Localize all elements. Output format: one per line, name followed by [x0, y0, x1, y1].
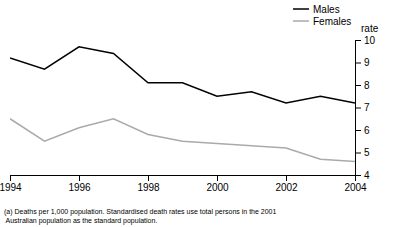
y-tick: 9 — [355, 57, 370, 68]
x-tick-label: 1998 — [137, 182, 160, 193]
x-tick-label: 2002 — [275, 182, 298, 193]
y-tick-mark — [355, 40, 361, 41]
legend-item: Males — [293, 4, 340, 15]
legend-label: Females — [313, 16, 351, 27]
y-tick-mark — [355, 85, 361, 86]
y-tick-mark — [355, 175, 361, 176]
x-axis: 1994 1996 1998 2000 2002 2004 — [0, 175, 367, 193]
x-tick: 1996 — [68, 175, 91, 193]
x-tick-mark — [10, 175, 11, 181]
y-tick: 5 — [355, 147, 370, 158]
y-tick-mark — [355, 63, 361, 64]
x-tick-label: 1996 — [68, 182, 91, 193]
x-tick-label: 1994 — [0, 182, 22, 193]
x-tick-mark — [217, 175, 218, 181]
footnote-line: (a) Deaths per 1,000 population. Standar… — [4, 208, 277, 216]
x-tick: 2002 — [275, 175, 298, 193]
y-tick: 4 — [355, 170, 370, 181]
y-tick: 6 — [355, 125, 370, 136]
footnote: (a) Deaths per 1,000 population. Standar… — [4, 208, 277, 225]
y-tick-label: 9 — [364, 57, 370, 68]
y-tick-label: 6 — [364, 125, 370, 136]
line — [10, 47, 355, 103]
y-tick-label: 10 — [364, 35, 376, 46]
y-tick: 8 — [355, 80, 370, 91]
y-tick: 7 — [355, 102, 370, 113]
y-axis-line — [356, 41, 362, 176]
legend-item: Females — [293, 16, 351, 27]
lines — [10, 47, 355, 162]
legend-label: Males — [313, 4, 340, 15]
x-tick-mark — [148, 175, 149, 181]
x-tick-label: 2000 — [206, 182, 229, 193]
plot: 1994 1996 1998 2000 2002 20044 5 6 7 8 9 10rate — [0, 23, 379, 193]
y-tick-label: 5 — [364, 147, 370, 158]
y-tick-label: 4 — [364, 170, 370, 181]
y-label: rate — [361, 23, 379, 34]
x-tick-label: 2004 — [344, 182, 367, 193]
chart: 1994 1996 1998 2000 2002 20044 5 6 7 8 9 10rate Male… — [0, 0, 397, 227]
y-tick-label: 7 — [364, 102, 370, 113]
x-tick: 2000 — [206, 175, 229, 193]
line — [10, 119, 355, 162]
y-tick-mark — [355, 153, 361, 154]
legend: MalesFemales — [293, 4, 351, 27]
x-tick-mark — [286, 175, 287, 181]
x-tick: 1998 — [137, 175, 160, 193]
y-tick-label: 8 — [364, 80, 370, 91]
y-tick: 10 — [355, 35, 376, 46]
footnote-line: Australian population as the standard po… — [4, 217, 157, 225]
y-axis: 4 5 6 7 8 9 10 — [355, 35, 376, 181]
x-axis-line — [11, 176, 356, 182]
x-tick: 1994 — [0, 175, 22, 193]
x-tick-mark — [79, 175, 80, 181]
y-tick-mark — [355, 108, 361, 109]
legend-swatch — [293, 20, 309, 22]
legend-swatch — [293, 8, 309, 10]
y-tick-mark — [355, 130, 361, 131]
